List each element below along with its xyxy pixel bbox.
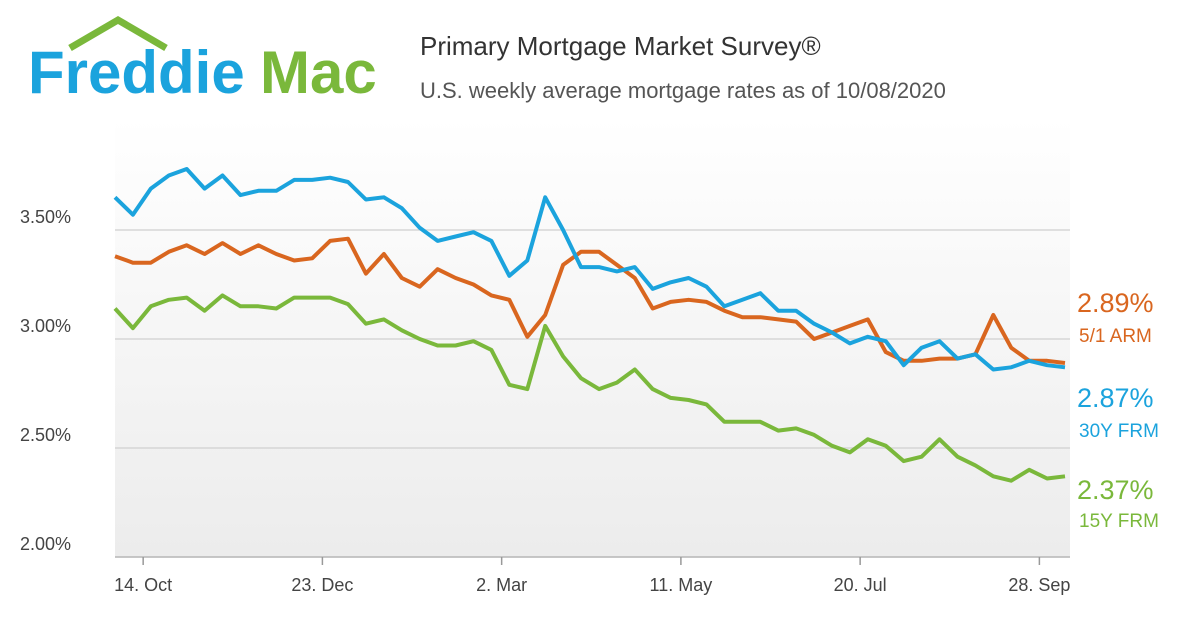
x-tick-label: 11. May: [650, 575, 713, 595]
x-tick-label: 28. Sep: [1008, 575, 1070, 595]
legend-label: 15Y FRM: [1079, 511, 1159, 532]
end-value-label: 2.87%: [1077, 383, 1154, 413]
x-tick-label: 20. Jul: [834, 575, 887, 595]
series-line: [113, 167, 1066, 372]
legend-label: 30Y FRM: [1079, 421, 1159, 442]
end-value-label: 2.37%: [1077, 475, 1154, 505]
plot-area: [115, 118, 1070, 557]
legend-label: 5/1 ARM: [1079, 326, 1152, 347]
logo-freddie: Freddie: [28, 39, 245, 106]
series-line: [113, 293, 1066, 483]
chart-title: Primary Mortgage Market Survey®: [420, 31, 821, 61]
x-tick-label: 23. Dec: [291, 575, 353, 595]
x-tick-label: 14. Oct: [114, 575, 172, 595]
y-tick-label: 2.00%: [20, 534, 71, 554]
logo-roof: [68, 15, 168, 52]
end-value-label: 2.89%: [1077, 288, 1154, 318]
logo-mac: Mac: [260, 39, 377, 106]
y-tick-label: 3.50%: [20, 207, 71, 227]
x-tick-label: 2. Mar: [476, 575, 527, 595]
y-tick-label: 3.00%: [20, 316, 71, 336]
y-tick-label: 2.50%: [20, 425, 71, 445]
chart-subtitle: U.S. weekly average mortgage rates as of…: [420, 78, 946, 103]
